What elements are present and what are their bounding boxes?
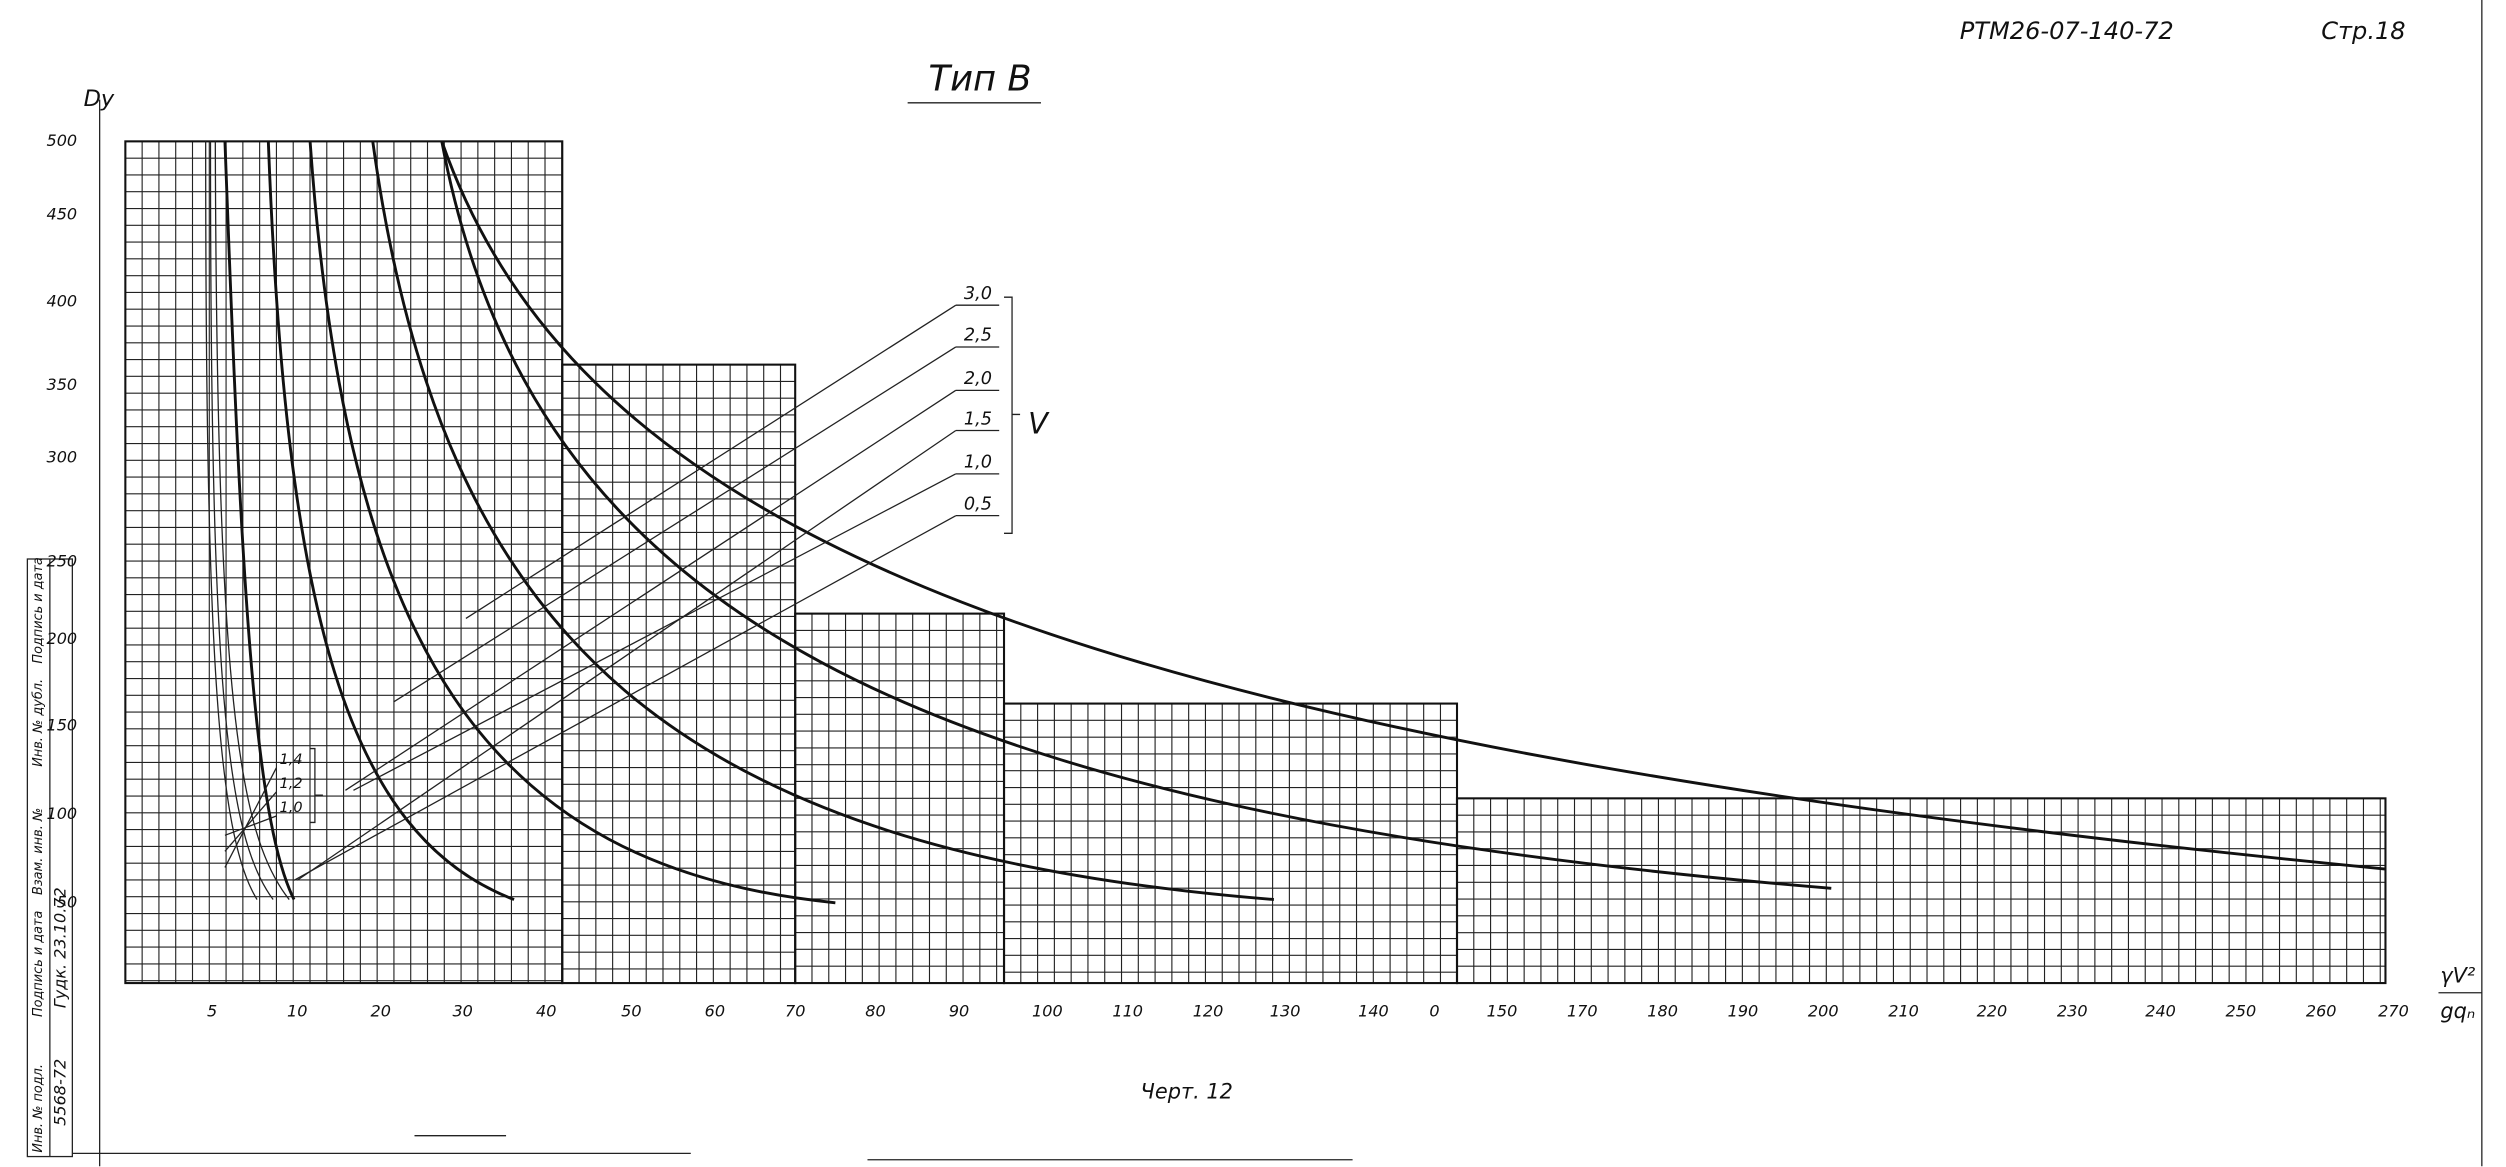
x-label-bottom: gqₙ	[2440, 999, 2475, 1023]
stamp: Инв. № подл. Подпись и дата Взам. инв. № Ин…	[26, 557, 73, 1158]
y-tick-label: 50	[57, 892, 77, 911]
x-label-top: γV²	[2440, 964, 2476, 988]
stamp-field: Инв. № дубл.	[31, 679, 46, 767]
leader-line	[353, 473, 957, 791]
v-label: 2,5	[964, 326, 992, 346]
y-tick-label: 500	[47, 131, 78, 150]
v-label: 1,0	[964, 453, 992, 473]
x-tick-label: 270	[2378, 1001, 2409, 1020]
curve	[440, 141, 1832, 890]
page-number: Стр.18	[2321, 17, 2405, 45]
x-tick-label: 140	[1358, 1001, 1389, 1020]
x-tick-label: 60	[705, 1001, 725, 1020]
y-tick-label: 250	[47, 552, 78, 571]
stamp-field: Подпись и дата	[31, 557, 46, 664]
y-tick-label: 400	[47, 291, 78, 310]
v-label: 1,5	[964, 409, 992, 429]
v-symbol: V	[1028, 407, 1050, 441]
small-label: 1,4	[280, 752, 303, 768]
y-tick-label: 300	[47, 447, 78, 466]
small-brace	[310, 747, 323, 824]
y-tick-label: 450	[47, 205, 78, 224]
x-tick-label: 220	[1977, 1001, 2008, 1020]
x-tick-label: 260	[2306, 1001, 2337, 1020]
title: Тип В	[929, 58, 1032, 99]
x-tick-label: 210	[1888, 1001, 1919, 1020]
y-tick-label: 150	[47, 716, 78, 735]
curve	[266, 141, 515, 901]
v-label: 0,5	[964, 494, 992, 514]
x-tick-label: 110	[1112, 1001, 1143, 1020]
x-tick-label: 80	[865, 1001, 885, 1020]
x-tick-label: 10	[287, 1001, 307, 1020]
x-tick-label: 190	[1728, 1001, 1759, 1020]
caption: Черт. 12	[1141, 1079, 1233, 1103]
x-tick-label: 20	[371, 1001, 391, 1020]
x-tick-label: 30	[452, 1001, 472, 1020]
x-tick-label: 0	[1429, 1001, 1439, 1020]
grid-border	[1002, 702, 1459, 985]
leader-line	[393, 346, 957, 703]
leader-line	[224, 767, 277, 868]
x-tick-label: 240	[2145, 1001, 2176, 1020]
leader-line	[224, 791, 277, 852]
x-tick-label: 180	[1647, 1001, 1678, 1020]
x-tick-label: 90	[949, 1001, 969, 1020]
x-tick-label: 5	[207, 1001, 217, 1020]
curve	[223, 141, 296, 901]
stamp-value: Гудк. 23.10.72	[51, 887, 70, 1008]
y-tick-label: 350	[47, 375, 78, 394]
x-tick-label: 70	[785, 1001, 805, 1020]
small-label: 1,2	[280, 776, 303, 792]
stamp-field: Инв. № подл.	[31, 1064, 46, 1153]
leader-line	[293, 515, 957, 881]
curve	[371, 141, 1274, 901]
x-tick-label: 230	[2057, 1001, 2088, 1020]
v-label: 3,0	[964, 284, 992, 304]
leader-line	[345, 389, 957, 791]
doc-code: РТМ26-07-140-72	[1960, 17, 2174, 45]
v-label: 2,0	[964, 369, 992, 389]
curve	[308, 141, 836, 905]
thin-curve	[209, 141, 274, 900]
stamp-value: 5568-72	[51, 1059, 70, 1126]
x-tick-label: 50	[621, 1001, 641, 1020]
small-label: 1,0	[280, 800, 303, 816]
stamp-field: Подпись и дата	[31, 910, 46, 1017]
x-tick-label: 100	[1032, 1001, 1063, 1020]
y-tick-label: 100	[47, 804, 78, 823]
leader-line	[465, 304, 957, 619]
leader-line	[296, 429, 957, 881]
x-tick-label: 150	[1487, 1001, 1518, 1020]
x-tick-label: 250	[2226, 1001, 2257, 1020]
thin-curve	[214, 141, 290, 900]
x-tick-label: 130	[1270, 1001, 1301, 1020]
x-tick-label: 200	[1808, 1001, 1839, 1020]
stamp-field: Взам. инв. №	[31, 808, 46, 895]
x-tick-label: 170	[1567, 1001, 1598, 1020]
leader-line	[224, 815, 277, 836]
x-tick-label: 120	[1193, 1001, 1224, 1020]
x-tick-label: 40	[536, 1001, 556, 1020]
curve	[440, 140, 2386, 871]
thin-curve	[205, 141, 258, 900]
v-brace	[1004, 296, 1021, 534]
grid-border	[1455, 797, 2387, 985]
y-tick-label: 200	[47, 629, 78, 648]
